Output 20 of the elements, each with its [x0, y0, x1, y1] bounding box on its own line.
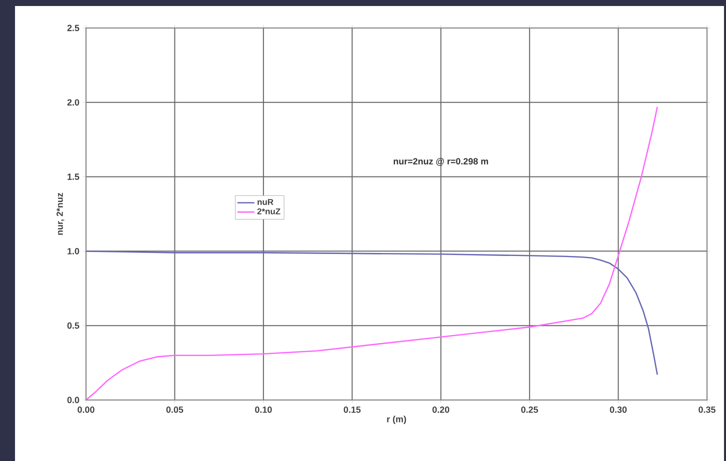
y-tick-label: 1.5 — [68, 174, 80, 180]
x-tick-label: 0.30 — [610, 406, 627, 413]
line-series — [86, 250, 658, 376]
x-tick-label: 0.05 — [166, 406, 184, 413]
x-tick-label: 0.10 — [255, 406, 272, 413]
y-tick-label: 0.5 — [67, 322, 80, 329]
y-tick-label: 2.5 — [67, 24, 80, 32]
legend-label: nuR — [258, 199, 274, 205]
line-series — [86, 106, 658, 400]
x-tick-label: 0.00 — [78, 406, 94, 413]
x-tick-label: 0.15 — [344, 406, 361, 413]
y-tick-label: 2.0 — [67, 99, 80, 106]
x-axis-title: r (m) — [387, 416, 406, 424]
x-tick-label: 0.25 — [521, 406, 538, 413]
y-tick-label: 1.0 — [68, 248, 80, 254]
legend-label: 2*nuZ — [257, 208, 280, 214]
x-tick-label: 0.35 — [698, 406, 716, 413]
x-tick-label: 0.20 — [432, 406, 450, 413]
y-tick-label: 0.0 — [67, 396, 80, 404]
y-axis-title: nur, 2*nuz — [56, 192, 64, 235]
